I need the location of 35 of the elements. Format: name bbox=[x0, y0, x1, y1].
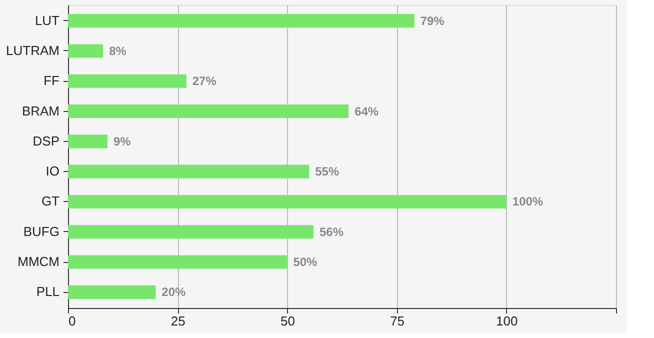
data-label: 100% bbox=[512, 194, 544, 209]
data-label: 50% bbox=[293, 255, 318, 270]
y-tick-label: LUT bbox=[34, 12, 60, 28]
bar bbox=[68, 14, 414, 28]
data-label: 55% bbox=[315, 164, 340, 179]
data-label: 64% bbox=[354, 104, 379, 118]
y-tick-label: GT bbox=[41, 194, 60, 209]
x-tick-label: 75 bbox=[390, 314, 405, 328]
y-tick-label: BRAM bbox=[22, 103, 60, 118]
x-tick-label: 0 bbox=[68, 314, 76, 328]
bar bbox=[68, 225, 314, 239]
x-tick-label: 50 bbox=[280, 314, 295, 328]
x-tick-label: 25 bbox=[170, 314, 186, 328]
bar bbox=[68, 285, 156, 299]
y-tick-label: BUFG bbox=[23, 224, 60, 239]
data-label: 56% bbox=[320, 224, 344, 239]
bar bbox=[68, 194, 506, 209]
bar bbox=[68, 104, 349, 118]
data-label: 8% bbox=[109, 44, 127, 58]
data-label: 20% bbox=[162, 285, 186, 300]
y-tick-label: DSP bbox=[32, 133, 60, 148]
data-label: 27% bbox=[192, 74, 217, 88]
data-label: 9% bbox=[113, 134, 132, 148]
y-tick-label: MMCM bbox=[18, 254, 60, 270]
y-tick-label: IO bbox=[46, 164, 60, 179]
bar bbox=[68, 44, 104, 58]
bar bbox=[68, 164, 310, 178]
y-tick-label: LUTRAM bbox=[6, 42, 60, 58]
data-label: 79% bbox=[420, 14, 445, 28]
bar bbox=[68, 255, 288, 269]
x-tick-label: 100 bbox=[496, 314, 518, 328]
y-tick-label: FF bbox=[44, 73, 60, 88]
bar bbox=[68, 134, 108, 148]
bar bbox=[68, 74, 186, 88]
y-tick-label: PLL bbox=[36, 284, 60, 300]
